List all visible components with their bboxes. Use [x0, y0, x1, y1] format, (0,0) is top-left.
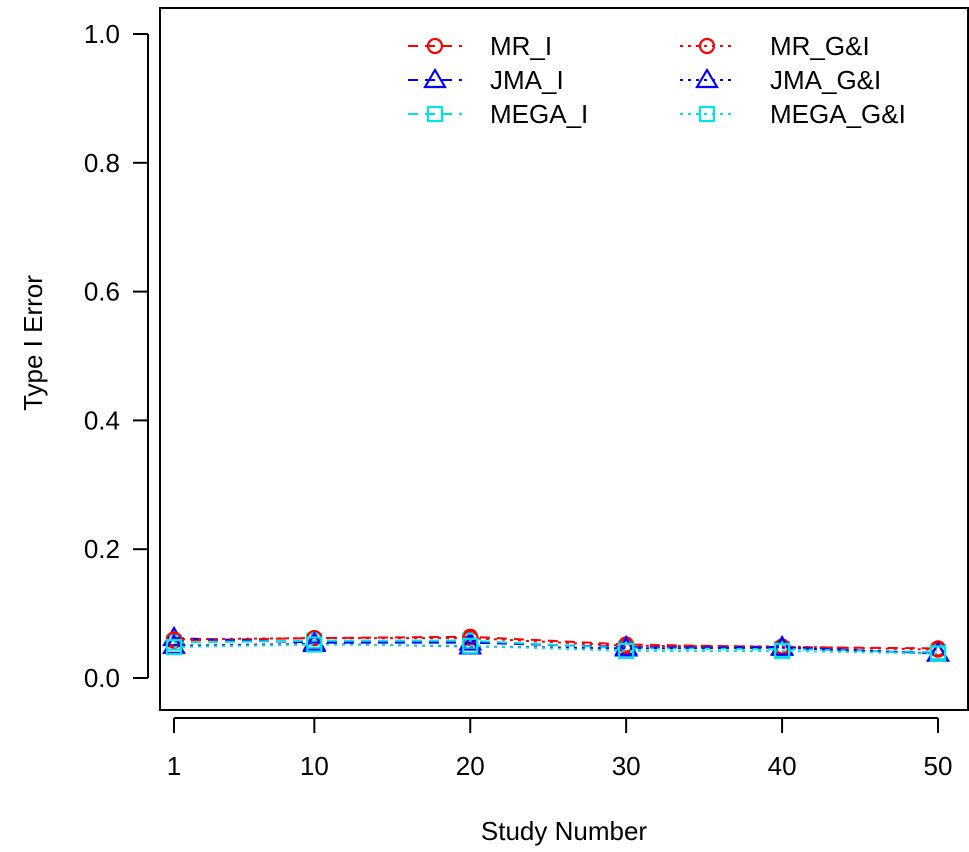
- series-mega-g-i: [165, 636, 947, 662]
- legend-label: JMA_G&I: [770, 65, 881, 95]
- legend-item: MR_I: [408, 31, 552, 61]
- y-tick-label: 0.8: [84, 148, 120, 178]
- legend-marker: [698, 37, 716, 55]
- plot-area-border: [159, 7, 969, 711]
- y-axis-title: Type I Error: [18, 275, 48, 411]
- data-point-marker: [614, 636, 639, 657]
- y-tick-label: 0.6: [84, 277, 120, 307]
- legend-marker: [698, 105, 716, 123]
- x-axis-title: Study Number: [481, 816, 648, 846]
- data-point-marker: [306, 636, 323, 653]
- x-tick-label: 50: [924, 751, 953, 781]
- data-point-marker: [929, 645, 947, 662]
- legend-label: MEGA_I: [490, 99, 588, 129]
- x-tick-label: 20: [456, 751, 485, 781]
- x-tick-label: 1: [167, 751, 181, 781]
- legend-marker: [423, 67, 447, 89]
- legend-marker: [695, 67, 719, 89]
- y-tick-label: 1.0: [84, 19, 120, 49]
- x-tick-label: 30: [612, 751, 641, 781]
- legend-item: MEGA_I: [408, 99, 588, 129]
- data-point-marker: [162, 633, 186, 654]
- legend-item: JMA_I: [408, 65, 564, 95]
- x-tick-label: 10: [300, 751, 329, 781]
- legend-marker: [426, 105, 444, 123]
- legend-item: JMA_G&I: [680, 65, 881, 95]
- series-layer: [162, 625, 950, 662]
- data-point-marker: [618, 642, 635, 660]
- y-tick-label: 0.0: [84, 663, 120, 693]
- series-line: [173, 637, 939, 651]
- data-point-marker: [773, 642, 791, 660]
- data-point-marker: [462, 637, 479, 654]
- data-point-marker: [165, 638, 183, 656]
- legend-label: JMA_I: [490, 65, 564, 95]
- legend-label: MR_G&I: [770, 31, 870, 61]
- legend-marker: [426, 37, 444, 55]
- y-tick-label: 0.4: [84, 405, 120, 435]
- data-point-marker: [770, 635, 795, 656]
- legend-item: MR_G&I: [680, 31, 870, 61]
- legend-label: MEGA_G&I: [770, 99, 906, 129]
- legend-label: MR_I: [490, 31, 552, 61]
- series-line: [173, 642, 939, 655]
- y-tick-label: 0.2: [84, 534, 120, 564]
- y-axis: 0.0 0.2 0.4 0.6 0.8 1.0: [84, 19, 149, 693]
- legend-item: MEGA_G&I: [680, 99, 906, 129]
- x-tick-label: 40: [768, 751, 797, 781]
- series-line: [173, 643, 939, 655]
- x-axis: 1 10 20 30 40 50: [167, 717, 953, 781]
- legend: MR_I JMA_I MEGA_I MR_G&I JMA_G&I MEGA_G&I: [408, 31, 906, 129]
